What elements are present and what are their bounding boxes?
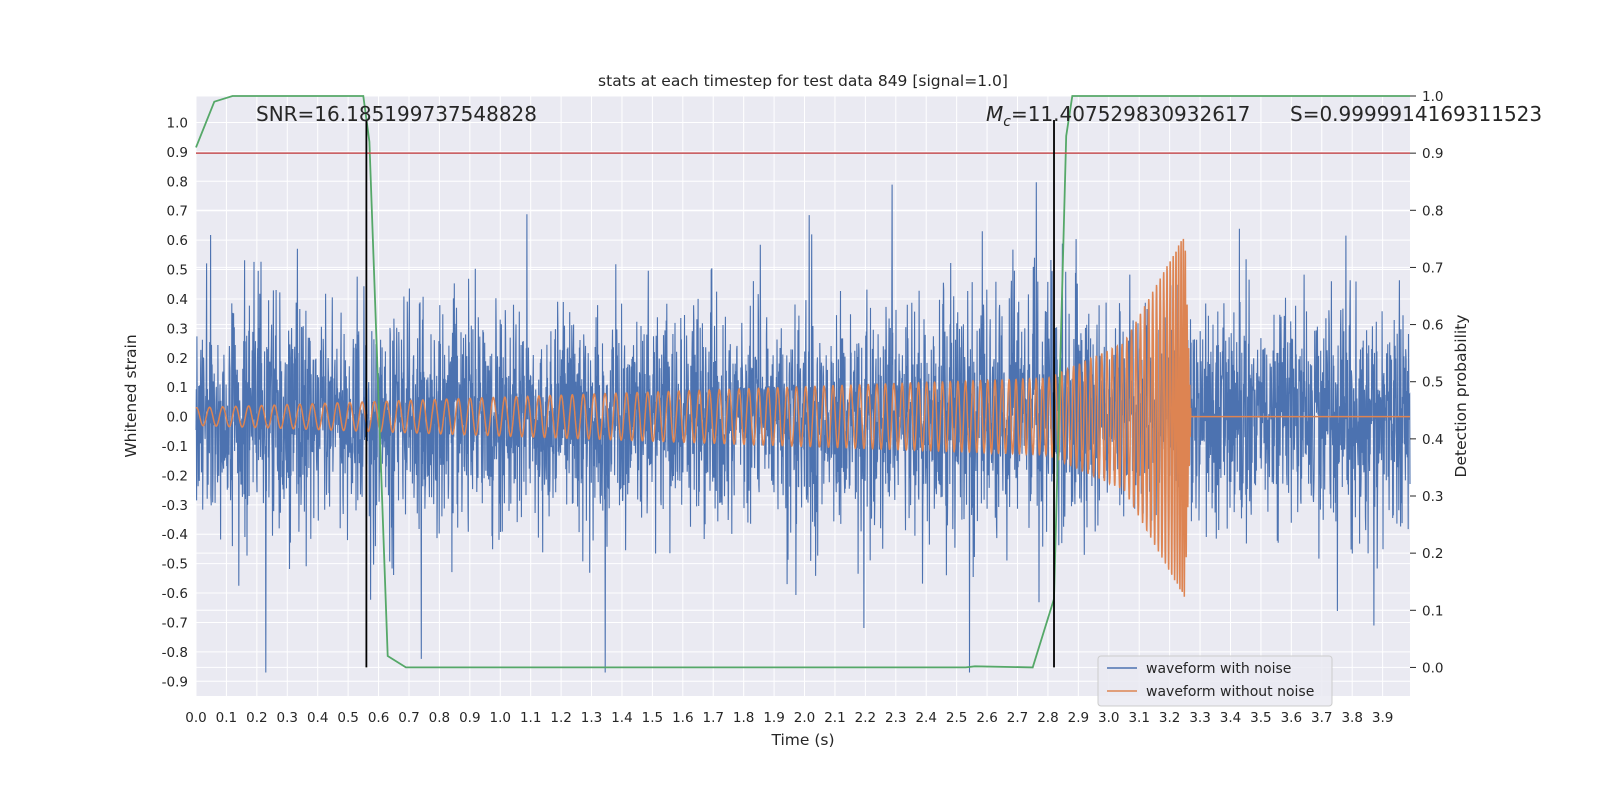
y-tick-label: 0.9 [167,145,188,161]
x-tick-label: 0.6 [368,710,389,726]
x-tick-label: 2.0 [794,710,815,726]
y2-axis-label: Detection probability [1452,315,1470,478]
clean-waveform-line [195,238,1410,597]
x-tick-label: 3.1 [1128,710,1149,726]
x-tick-label: 3.7 [1311,710,1332,726]
x-tick-label: 2.7 [1007,710,1028,726]
x-tick-label: 1.0 [490,710,511,726]
y-tick-label: -0.5 [162,557,188,573]
x-tick-label: 3.6 [1281,710,1302,726]
x-tick-label: 2.9 [1068,710,1089,726]
x-tick-label: 2.1 [824,710,845,726]
legend-label-clean: waveform without noise [1146,684,1314,700]
x-tick-label: 2.5 [946,710,967,726]
chart-title: stats at each timestep for test data 849… [598,72,1008,90]
detection-probability-line [195,95,1410,669]
y-tick-label: -0.8 [162,645,188,661]
y-tick-label: 0.2 [167,351,188,367]
noise-waveform-line [195,182,1411,673]
x-tick-label: 2.2 [855,710,876,726]
chirp-mass-annotation: Mc=11.407529830932617 [986,102,1250,130]
y2-tick-label: 0.3 [1422,489,1443,505]
chirp-mass-value: =11.407529830932617 [1011,102,1250,126]
x-tick-label: 1.9 [763,710,784,726]
x-tick-label: 3.2 [1159,710,1180,726]
y2-tick-label: 0.6 [1422,318,1443,334]
x-tick-label: 0.8 [429,710,450,726]
x-tick-label: 2.3 [885,710,906,726]
y-tick-label: 0.0 [167,410,188,426]
x-tick-label: 2.6 [976,710,997,726]
x-tick-label: 2.8 [1037,710,1058,726]
y-tick-label: 1.0 [167,115,188,131]
x-tick-label: 1.5 [642,710,663,726]
y2-tick-label: 0.8 [1422,203,1443,219]
y2-tick-label: 0.0 [1422,660,1443,676]
y-tick-label: 0.1 [167,380,188,396]
y-tick-label: 0.7 [167,204,188,220]
y-axis-label: Whitened strain [122,334,140,457]
tick-labels: 0.0 0.1 0.2 0.3 0.4 0.5 0.6 0.7 0.8 0.9 1.0 1.1 1.2 1… [162,89,1444,726]
y-tick-label: 0.4 [167,292,188,308]
snr-annotation: SNR=16.185199737548828 [256,102,537,126]
x-tick-label: 1.1 [520,710,541,726]
y-tick-label: -0.7 [162,615,188,631]
clean-series [195,238,1410,597]
x-tick-label: 1.8 [733,710,754,726]
legend: waveform with noise waveform without noi… [1097,655,1333,707]
y-tick-label: -0.1 [162,439,188,455]
probability-series [195,95,1410,669]
y-tick-label: 0.3 [167,321,188,337]
y2-tick-label: 0.9 [1422,146,1443,162]
x-tick-label: 3.4 [1220,710,1241,726]
legend-label-noise: waveform with noise [1146,661,1291,677]
x-tick-label: 0.4 [307,710,328,726]
y2-tick-label: 0.5 [1422,375,1443,391]
x-tick-label: 0.2 [246,710,267,726]
y2-tick-label: 0.4 [1422,432,1443,448]
x-tick-label: 0.9 [459,710,480,726]
y2-tick-label: 1.0 [1422,89,1443,105]
x-tick-label: 3.3 [1189,710,1210,726]
y2-tick-label: 0.7 [1422,260,1443,276]
y-tick-label: -0.2 [162,468,188,484]
x-tick-label: 0.3 [277,710,298,726]
x-tick-label: 0.1 [216,710,237,726]
y2-tick-label: 0.2 [1422,546,1443,562]
x-tick-label: 1.7 [703,710,724,726]
reference-lines [196,120,1410,668]
y-tick-label: 0.5 [167,263,188,279]
x-tick-label: 1.2 [550,710,571,726]
y-tick-label: -0.3 [162,498,188,514]
x-tick-label: 3.5 [1250,710,1271,726]
legend-box [1097,655,1333,707]
x-tick-label: 3.0 [1098,710,1119,726]
y2-tick-label: 0.1 [1422,603,1443,619]
x-tick-label: 1.4 [611,710,632,726]
score-annotation: S=0.9999914169311523 [1290,102,1542,126]
y-tick-label: -0.4 [162,527,188,543]
y-tick-label: 0.8 [167,174,188,190]
chirp-mass-subscript: c [1003,114,1011,130]
y-tick-label: -0.9 [162,674,188,690]
noise-series [195,182,1411,673]
x-tick-label: 0.0 [185,710,206,726]
x-tick-label: 1.6 [672,710,693,726]
x-tick-label: 2.4 [915,710,936,726]
y-tick-label: 0.6 [167,233,188,249]
x-tick-label: 3.9 [1372,710,1393,726]
x-tick-label: 1.3 [581,710,602,726]
x-tick-label: 3.8 [1341,710,1362,726]
chirp-mass-symbol: M [986,102,1003,126]
x-tick-label: 0.7 [398,710,419,726]
x-axis-label: Time (s) [770,731,834,749]
x-tick-label: 0.5 [337,710,358,726]
y-tick-label: -0.6 [162,586,188,602]
